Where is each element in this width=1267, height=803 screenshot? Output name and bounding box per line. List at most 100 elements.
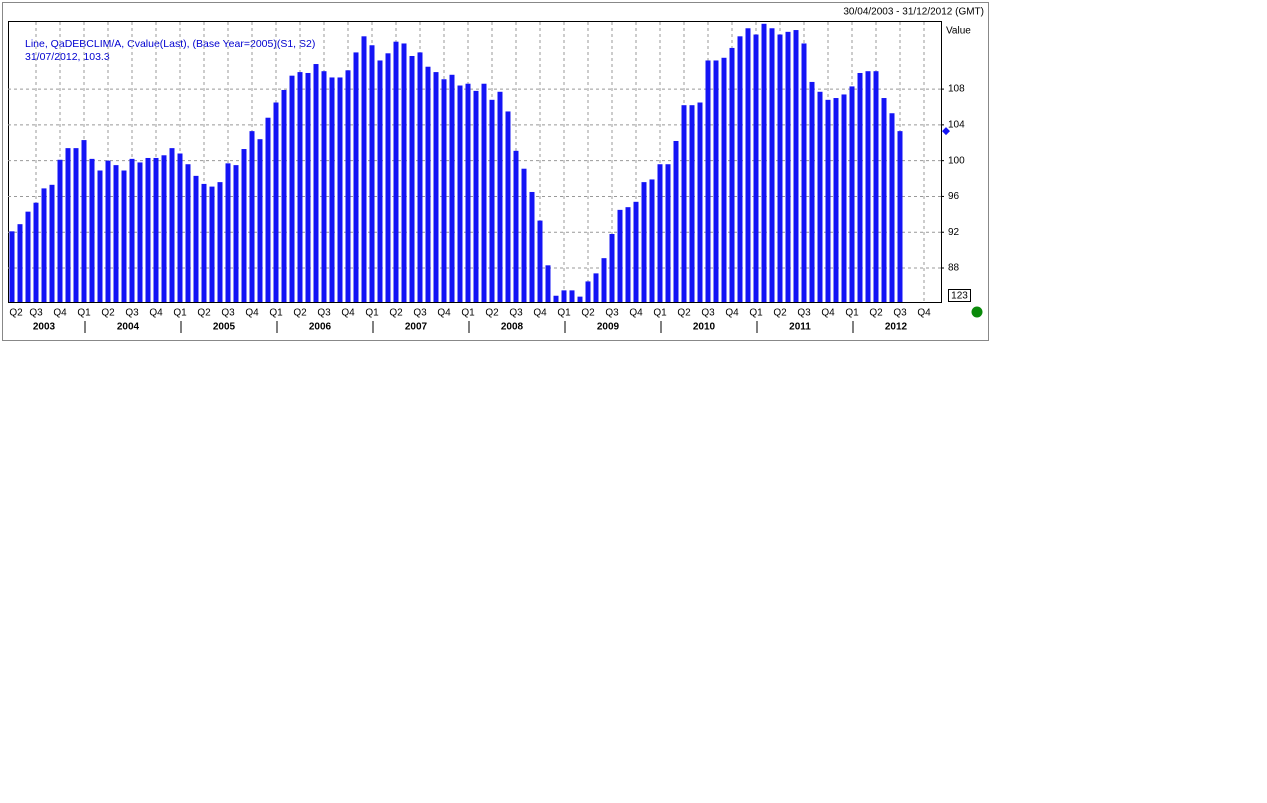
bar bbox=[769, 28, 775, 302]
bar bbox=[513, 150, 519, 302]
bar bbox=[625, 207, 631, 302]
bar bbox=[689, 105, 695, 302]
bar bbox=[761, 23, 767, 303]
bar bbox=[665, 164, 671, 302]
bar bbox=[825, 99, 831, 302]
bar bbox=[521, 168, 527, 302]
bar bbox=[105, 160, 111, 302]
bar bbox=[801, 43, 807, 302]
bar bbox=[417, 52, 423, 302]
year-label: 2003 bbox=[33, 322, 56, 333]
bar bbox=[681, 105, 687, 302]
bar bbox=[481, 83, 487, 302]
bar bbox=[177, 153, 183, 302]
x-tick-label: Q4 bbox=[149, 308, 163, 319]
bar bbox=[401, 43, 407, 302]
y-tick-label: 108 bbox=[948, 84, 965, 95]
bar bbox=[81, 140, 87, 302]
x-tick-label: Q4 bbox=[245, 308, 259, 319]
x-tick-label: Q2 bbox=[197, 308, 211, 319]
plot-layer: 88 92 96 100 104 108 Q2 Q3 Q4 Q1 Q2 Q3 Q4 Q1 Q2 Q3 Q4 Q1 Q… bbox=[8, 22, 965, 333]
bar bbox=[385, 53, 391, 302]
x-tick-label: Q4 bbox=[629, 308, 643, 319]
bar bbox=[73, 148, 79, 302]
bar bbox=[89, 158, 95, 302]
x-tick-label: Q1 bbox=[461, 308, 475, 319]
bar bbox=[641, 182, 647, 302]
bar bbox=[233, 165, 239, 302]
x-tick-label: Q2 bbox=[389, 308, 403, 319]
bar bbox=[697, 102, 703, 302]
bar bbox=[201, 183, 207, 302]
bar bbox=[249, 131, 255, 302]
axis-box bbox=[948, 289, 971, 302]
y-tick-label: 92 bbox=[948, 227, 960, 238]
bar bbox=[225, 163, 231, 302]
year-label: 2011 bbox=[789, 322, 811, 333]
x-tick-label: Q2 bbox=[869, 308, 883, 319]
status-dot bbox=[971, 306, 983, 318]
x-tick-label: Q3 bbox=[29, 308, 43, 319]
x-tick-label: Q1 bbox=[77, 308, 91, 319]
x-tick-label: Q4 bbox=[917, 308, 931, 319]
bar bbox=[217, 182, 223, 302]
x-tick-label: Q2 bbox=[677, 308, 691, 319]
bar bbox=[57, 159, 63, 302]
bar bbox=[881, 98, 887, 303]
bar bbox=[817, 91, 823, 302]
bar bbox=[633, 201, 639, 302]
x-tick-label: Q3 bbox=[701, 308, 715, 319]
bar bbox=[505, 111, 511, 302]
x-tick-label: Q3 bbox=[221, 308, 235, 319]
bar bbox=[873, 71, 879, 302]
bar bbox=[169, 148, 175, 302]
bar bbox=[745, 28, 751, 302]
bar bbox=[673, 140, 679, 302]
bar bbox=[785, 31, 791, 302]
x-tick-label: Q3 bbox=[605, 308, 619, 319]
bar bbox=[273, 102, 279, 302]
legend-line: 31/07/2012, 103.3 bbox=[25, 51, 110, 63]
bar bbox=[841, 94, 847, 303]
x-tick-label: Q3 bbox=[317, 308, 331, 319]
bar bbox=[721, 57, 727, 303]
bar bbox=[193, 175, 199, 302]
bar bbox=[577, 296, 583, 302]
bar bbox=[737, 36, 743, 302]
bar bbox=[425, 66, 431, 303]
bar bbox=[33, 202, 39, 302]
bar bbox=[497, 91, 503, 302]
bar bbox=[337, 77, 343, 302]
bar bbox=[257, 139, 263, 302]
bar bbox=[601, 258, 607, 302]
x-tick-label: Q4 bbox=[53, 308, 67, 319]
bar bbox=[489, 99, 495, 302]
year-label: 2005 bbox=[213, 322, 236, 333]
x-tick-label: Q1 bbox=[557, 308, 571, 319]
x-tick-label: Q3 bbox=[125, 308, 139, 319]
year-label: 2010 bbox=[693, 322, 716, 333]
bar bbox=[529, 191, 535, 302]
x-tick-label: Q3 bbox=[509, 308, 523, 319]
x-tick-label: Q3 bbox=[413, 308, 427, 319]
bar bbox=[377, 60, 383, 302]
x-tick-label: Q4 bbox=[725, 308, 739, 319]
last-value-marker bbox=[942, 127, 950, 136]
bar bbox=[41, 188, 47, 302]
x-tick-label: Q3 bbox=[893, 308, 907, 319]
axis-box-label: 123 bbox=[951, 291, 968, 302]
bar bbox=[353, 52, 359, 302]
x-tick-label: Q2 bbox=[101, 308, 115, 319]
x-tick-label: Q1 bbox=[365, 308, 379, 319]
x-tick-label: Q4 bbox=[437, 308, 451, 319]
bar bbox=[369, 45, 375, 302]
bar bbox=[713, 60, 719, 302]
bar bbox=[465, 83, 471, 302]
year-label: 2006 bbox=[309, 322, 332, 333]
x-tick-label: Q1 bbox=[845, 308, 859, 319]
bar bbox=[17, 224, 23, 302]
y-tick-label: 96 bbox=[948, 191, 960, 202]
bar bbox=[49, 184, 55, 302]
x-tick-label: Q2 bbox=[485, 308, 499, 319]
